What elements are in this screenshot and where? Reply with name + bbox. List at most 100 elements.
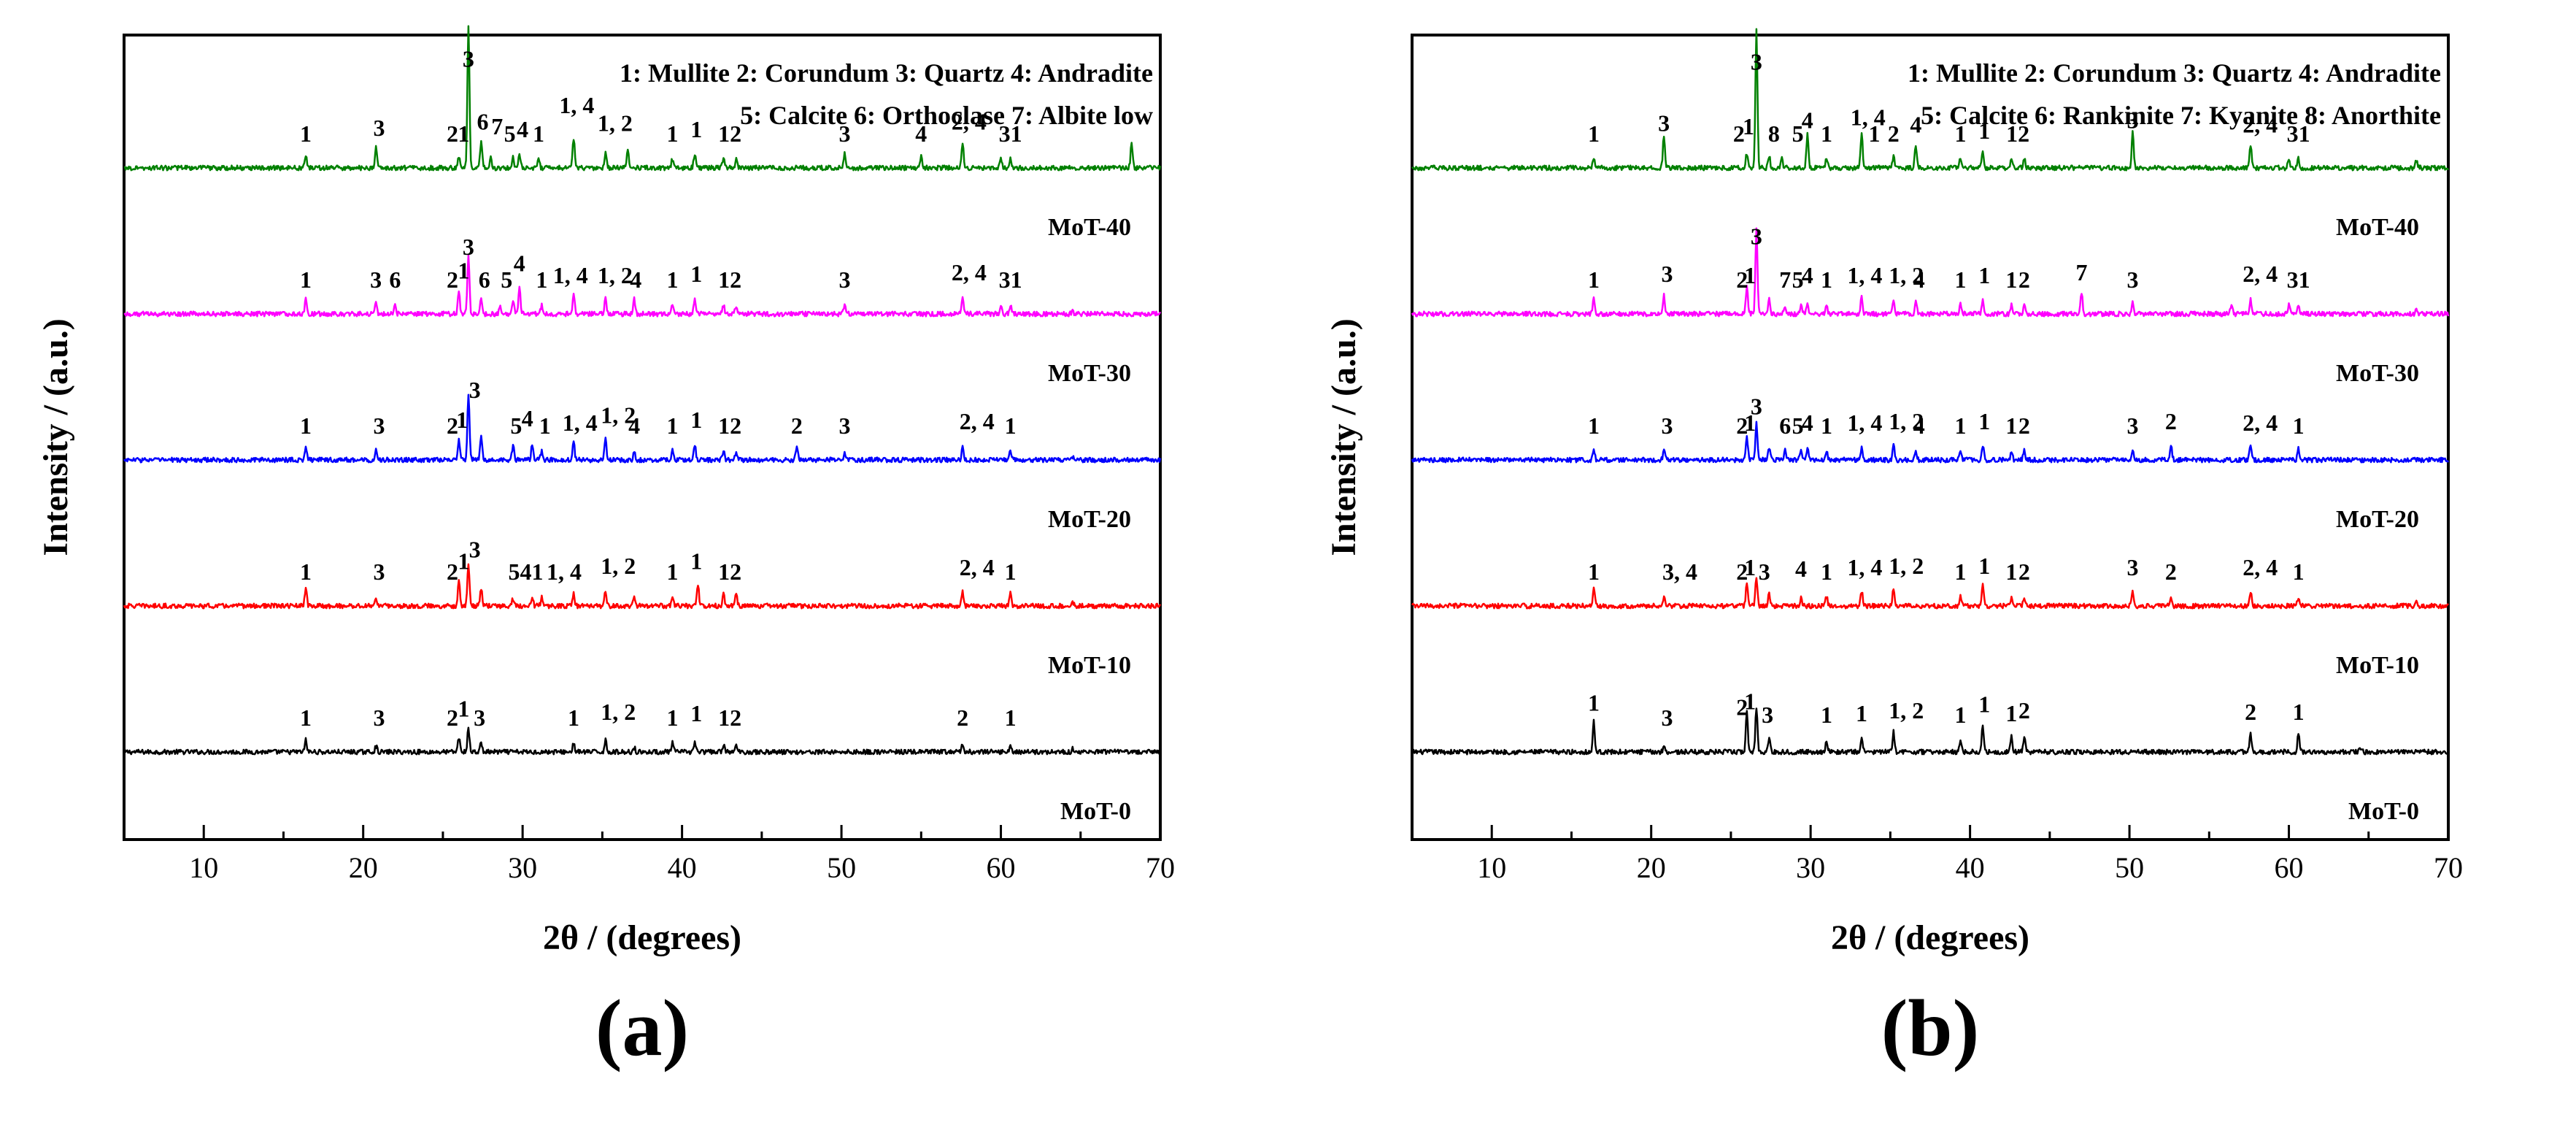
- peak-label: 2, 4: [2243, 261, 2278, 287]
- peak-label: 1: [456, 407, 468, 433]
- trace-mot-10: [1411, 577, 2450, 610]
- series-name-label: MoT-0: [2348, 798, 2419, 825]
- peak-label: 4: [915, 120, 927, 147]
- trace-mot-20: [123, 393, 1162, 464]
- peak-label: 6: [389, 266, 401, 293]
- peak-label: 5: [504, 120, 516, 147]
- peak-label: 1: [1978, 408, 1990, 434]
- peak-label: 1, 2: [601, 553, 636, 579]
- peak-label: 3: [838, 266, 850, 293]
- peak-label: 8: [1768, 120, 1780, 147]
- peak-label: 3: [1759, 558, 1770, 585]
- peak-label: 5: [501, 266, 512, 293]
- plot-frame: [123, 34, 1162, 841]
- peak-label: 1: [667, 412, 679, 439]
- peak-label: 3: [1762, 702, 1773, 728]
- peak-label: 2: [1736, 412, 1748, 439]
- series-mot-30: MoT-301 3 6 2 136 541 1, 4 1, 24 1 1 12 3 2, 4 31: [123, 234, 1162, 387]
- peak-label: 3, 4: [1662, 558, 1697, 585]
- series-name-label: MoT-30: [2336, 360, 2419, 387]
- peak-label: 1, 4: [1847, 262, 1882, 288]
- peak-label: 4: [1802, 410, 1813, 436]
- peak-label: 1: [1856, 700, 1867, 726]
- peak-label: 1: [1955, 120, 1967, 147]
- peak-label: 1: [2293, 558, 2305, 585]
- peak-label: 12: [2006, 120, 2029, 147]
- legend-line-1: 1: Mullite 2: Corundum 3: Quartz 4: Andr…: [1908, 58, 2441, 88]
- panel-b: 10 20 30 40 50 60 70 2θ / (degrees) Intensity / …: [1288, 0, 2576, 1125]
- peak-label: 1: [690, 407, 702, 433]
- y-axis-title: Intensity / (a.u.): [36, 318, 75, 556]
- peak-label: 7: [491, 113, 503, 139]
- peak-label: 3: [2126, 266, 2138, 293]
- peak-label: 6: [1779, 412, 1791, 439]
- series-name-label: MoT-40: [2336, 214, 2419, 241]
- series-name-label: MoT-10: [1048, 652, 1131, 679]
- peak-label: 2: [2018, 558, 2030, 585]
- x-tick-label: 50: [2115, 851, 2144, 884]
- peak-label: 1: [458, 548, 469, 575]
- x-tick-label: 20: [1637, 851, 1666, 884]
- peak-label: 3: [374, 115, 385, 141]
- peak-label: 1, 2: [601, 402, 636, 429]
- peak-label: 1: [1744, 688, 1756, 714]
- peak-label: 3: [1751, 49, 1762, 75]
- peak-label: 1: [1005, 412, 1017, 439]
- trace-mot-0: [123, 726, 1162, 756]
- peak-label: 12: [718, 266, 741, 293]
- x-axis-title: 2θ / (degrees): [543, 918, 741, 957]
- peak-label: 2: [1733, 120, 1745, 147]
- peak-label: 3: [374, 412, 385, 439]
- peak-label: 1: [1005, 704, 1017, 731]
- peak-label: 1, 2: [601, 699, 636, 725]
- peak-label: 1, 2: [598, 110, 633, 137]
- peak-label: 1, 4: [1851, 104, 1886, 130]
- x-tick-label: 20: [349, 851, 378, 884]
- peak-label: 1: [1744, 410, 1756, 436]
- peak-label: 3: [463, 234, 474, 260]
- peak-label: 1: [1588, 412, 1600, 439]
- peak-label: 2, 4: [960, 554, 995, 580]
- peak-label: 1, 2: [1889, 408, 1924, 434]
- peak-label: 1: [690, 116, 702, 142]
- peak-label: 3: [374, 558, 385, 585]
- panel-label: (b): [1881, 983, 1979, 1072]
- series-name-label: MoT-20: [2336, 506, 2419, 533]
- peak-label: 4: [522, 405, 533, 431]
- y-axis-title: Intensity / (a.u.): [1324, 318, 1363, 556]
- trace-mot-10: [123, 563, 1162, 610]
- peak-label: 3: [2126, 554, 2138, 580]
- peak-label: 3: [374, 704, 385, 731]
- peak-label: 1: [1005, 558, 1017, 585]
- peak-label: 3: [474, 704, 485, 731]
- peak-label: 7: [1779, 266, 1791, 293]
- series-mot-40: MoT-401 3 2 136 7 5 4 11, 41, 2 1 1 12 3 4 2, 4 31: [123, 25, 1162, 241]
- peak-label: 1, 4: [547, 558, 582, 585]
- peak-label: 1: [300, 120, 312, 147]
- peak-label: 1: [2293, 699, 2305, 725]
- peak-label: 1: [1821, 558, 1832, 585]
- peak-label: 1: [2293, 412, 2305, 439]
- peak-label: 2: [957, 704, 968, 731]
- peak-label: 3: [838, 120, 850, 147]
- peak-label: 5: [1792, 120, 1804, 147]
- peak-label: 1: [690, 700, 702, 726]
- peak-label: 1: [1588, 120, 1600, 147]
- peak-label: 2, 4: [960, 408, 995, 434]
- peak-label: 541: [509, 558, 544, 585]
- peak-label: 6: [479, 266, 490, 293]
- peak-label: 1: [1821, 702, 1832, 728]
- peak-label: 2, 4: [2243, 410, 2278, 436]
- peak-label: 1: [1821, 266, 1832, 293]
- peak-label: 4: [514, 250, 525, 276]
- peak-label: 1, 4: [1847, 410, 1882, 436]
- peak-label: 5: [1792, 266, 1804, 293]
- peak-label: 4: [1910, 112, 1921, 138]
- peak-label: 1: [667, 704, 679, 731]
- peak-label: 4: [1802, 262, 1813, 288]
